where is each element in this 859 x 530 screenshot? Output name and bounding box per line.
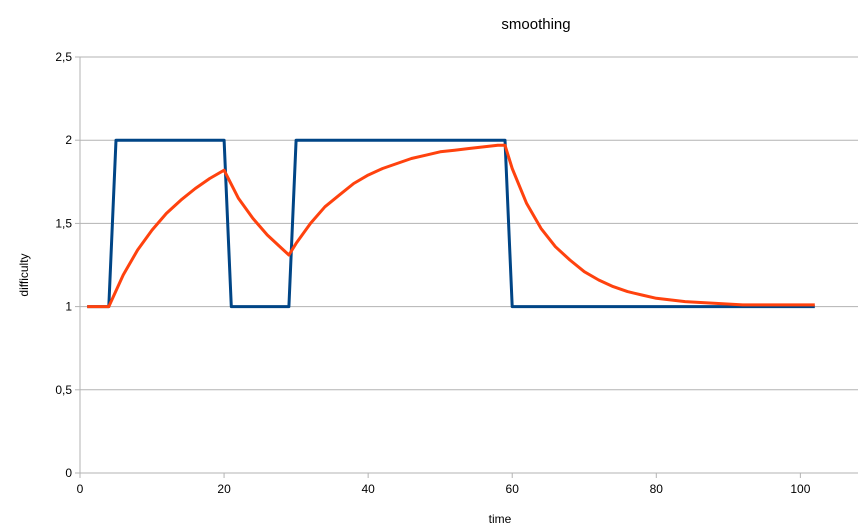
series-line-2 [87,143,815,309]
x-tick-label: 0 [77,482,84,496]
tick-labels: 0 0,5 1 1,5 2 2,5 0 20 40 60 80 100 [55,50,810,496]
y-tick-label: 2 [65,133,72,147]
y-axis-title: difficulty [17,253,31,296]
y-tick-label: 0,5 [55,383,72,397]
y-tick-label: 2,5 [55,50,72,64]
series-lines [87,138,815,309]
x-tick-label: 40 [361,482,375,496]
y-tick-label: 0 [65,466,72,480]
y-tick-label: 1 [65,300,72,314]
x-axis-title: time [489,512,512,526]
x-tick-label: 80 [650,482,664,496]
x-tick-label: 20 [217,482,231,496]
chart-title: smoothing [501,16,570,33]
x-tick-label: 60 [506,482,520,496]
x-tick-label: 100 [790,482,810,496]
y-tick-label: 1,5 [55,216,72,230]
axes [79,57,858,474]
gridlines [75,56,858,478]
series-line-1 [87,138,815,309]
